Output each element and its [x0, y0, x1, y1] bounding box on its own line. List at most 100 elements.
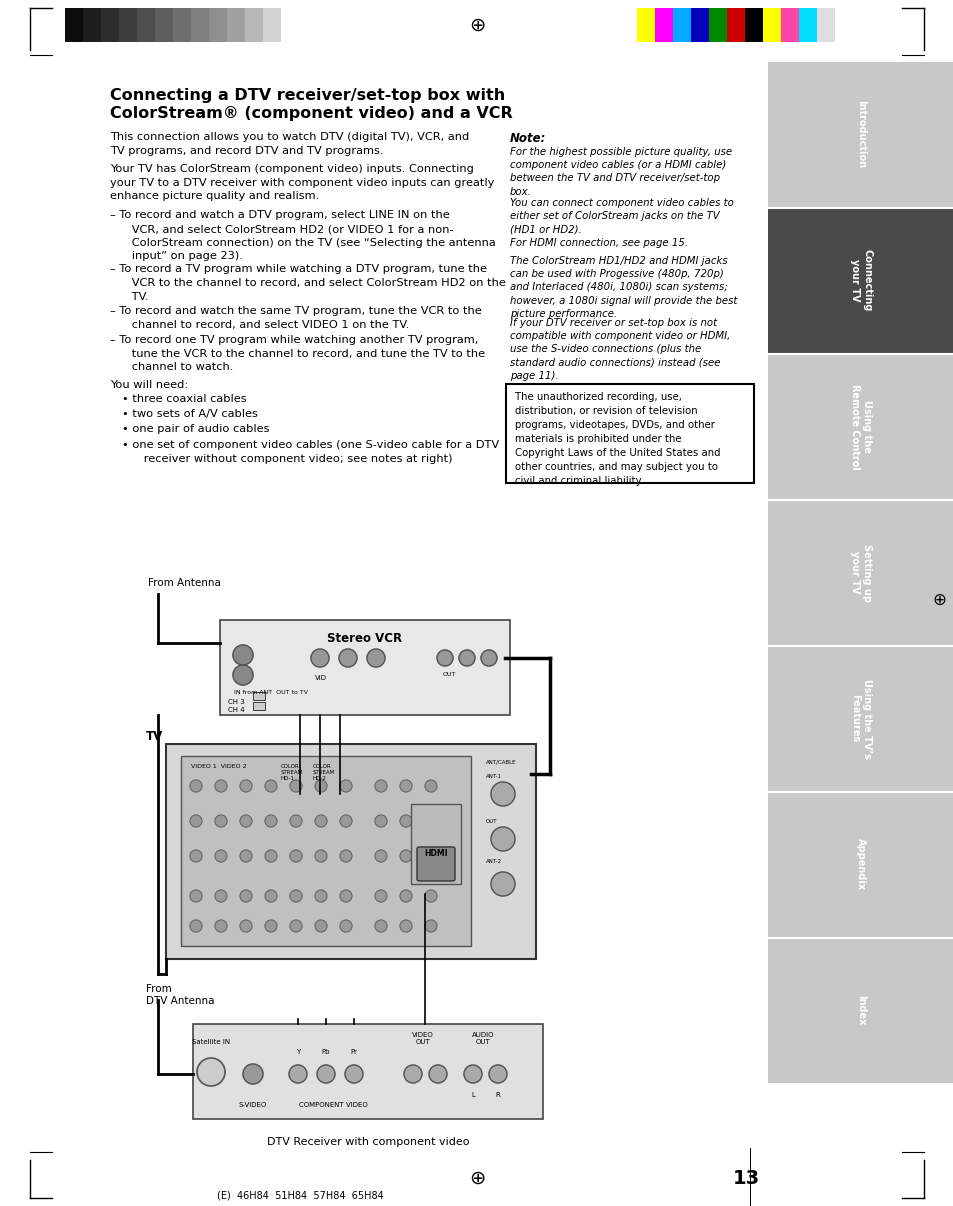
Circle shape: [290, 780, 302, 792]
Circle shape: [314, 850, 327, 862]
Circle shape: [265, 920, 276, 932]
Bar: [411, 804, 460, 884]
Circle shape: [436, 650, 453, 666]
Text: This connection allows you to watch DTV (digital TV), VCR, and
TV programs, and : This connection allows you to watch DTV …: [110, 131, 469, 156]
Circle shape: [265, 850, 276, 862]
Circle shape: [345, 1065, 363, 1083]
Text: Using the TV’s
Features: Using the TV’s Features: [849, 679, 871, 759]
Circle shape: [314, 920, 327, 932]
Circle shape: [338, 649, 356, 667]
Text: Introduction: Introduction: [855, 100, 865, 169]
Circle shape: [424, 850, 436, 862]
Text: R: R: [496, 1091, 500, 1097]
Text: ANT-2: ANT-2: [485, 859, 501, 863]
Circle shape: [240, 920, 252, 932]
Text: Pr: Pr: [350, 1049, 357, 1055]
Bar: [83, 8, 101, 42]
Text: VIDEO 1  VIDEO 2: VIDEO 1 VIDEO 2: [191, 763, 247, 769]
Circle shape: [367, 649, 385, 667]
Text: Connecting
your TV: Connecting your TV: [849, 250, 871, 311]
Circle shape: [339, 890, 352, 902]
Circle shape: [375, 780, 387, 792]
Bar: [263, 8, 281, 42]
Circle shape: [424, 890, 436, 902]
Circle shape: [424, 780, 436, 792]
Text: – To record a TV program while watching a DTV program, tune the
      VCR to the: – To record a TV program while watching …: [110, 264, 505, 302]
Bar: [505, 384, 753, 482]
Text: ColorStream® (component video) and a VCR: ColorStream® (component video) and a VCR: [110, 106, 512, 121]
Circle shape: [339, 815, 352, 827]
Circle shape: [480, 650, 497, 666]
Text: • two sets of A/V cables: • two sets of A/V cables: [122, 409, 257, 418]
Circle shape: [314, 890, 327, 902]
Text: AUDIO
OUT: AUDIO OUT: [471, 1032, 494, 1046]
Bar: [767, 792, 953, 937]
Circle shape: [314, 780, 327, 792]
Circle shape: [290, 920, 302, 932]
Bar: [767, 62, 953, 207]
Circle shape: [233, 645, 253, 665]
Circle shape: [375, 850, 387, 862]
Circle shape: [190, 850, 202, 862]
Text: • three coaxial cables: • three coaxial cables: [122, 393, 247, 404]
Circle shape: [265, 890, 276, 902]
Text: TV: TV: [146, 730, 163, 743]
Bar: [744, 8, 762, 42]
Circle shape: [214, 850, 227, 862]
Circle shape: [399, 815, 412, 827]
Bar: [191, 8, 209, 42]
Circle shape: [314, 815, 327, 827]
Circle shape: [290, 815, 302, 827]
Bar: [767, 646, 953, 791]
Circle shape: [339, 920, 352, 932]
Text: Index: Index: [855, 995, 865, 1025]
Circle shape: [491, 781, 515, 806]
Text: Note:: Note:: [510, 131, 546, 145]
Text: CH 3: CH 3: [228, 699, 245, 706]
Text: From Antenna: From Antenna: [148, 578, 221, 589]
Circle shape: [399, 780, 412, 792]
Circle shape: [233, 665, 253, 685]
Text: CH 4: CH 4: [228, 707, 244, 713]
Circle shape: [190, 890, 202, 902]
Bar: [655, 8, 672, 42]
Text: You will need:: You will need:: [110, 380, 188, 390]
Text: Setting up
your TV: Setting up your TV: [849, 544, 871, 602]
Bar: [690, 8, 708, 42]
Text: The ColorStream HD1/HD2 and HDMI jacks
can be used with Progessive (480p, 720p)
: The ColorStream HD1/HD2 and HDMI jacks c…: [510, 256, 737, 318]
Circle shape: [265, 815, 276, 827]
Circle shape: [399, 920, 412, 932]
Bar: [767, 207, 953, 353]
Text: ANT-1: ANT-1: [485, 774, 501, 779]
Circle shape: [214, 780, 227, 792]
Circle shape: [190, 920, 202, 932]
Text: • one pair of audio cables: • one pair of audio cables: [122, 425, 269, 434]
Text: – To record and watch the same TV program, tune the VCR to the
      channel to : – To record and watch the same TV progra…: [110, 306, 481, 329]
Bar: [166, 744, 536, 959]
Circle shape: [243, 1064, 263, 1084]
Bar: [672, 8, 690, 42]
Bar: [119, 8, 137, 42]
Circle shape: [339, 780, 352, 792]
Circle shape: [424, 815, 436, 827]
Text: Your TV has ColorStream (component video) inputs. Connecting
your TV to a DTV re: Your TV has ColorStream (component video…: [110, 164, 494, 201]
Bar: [193, 1024, 542, 1119]
Text: From
DTV Antenna: From DTV Antenna: [146, 984, 214, 1006]
Text: You can connect component video cables to
either set of ColorStream jacks on the: You can connect component video cables t…: [510, 198, 733, 234]
Text: Connecting a DTV receiver/set-top box with: Connecting a DTV receiver/set-top box wi…: [110, 88, 505, 103]
Text: – To record one TV program while watching another TV program,
      tune the VCR: – To record one TV program while watchin…: [110, 335, 485, 373]
FancyBboxPatch shape: [416, 847, 455, 882]
Text: Pb: Pb: [321, 1049, 330, 1055]
Text: ⊕: ⊕: [931, 591, 945, 609]
Circle shape: [214, 890, 227, 902]
Text: ⊕: ⊕: [468, 16, 485, 35]
Circle shape: [240, 780, 252, 792]
Text: – To record and watch a DTV program, select LINE IN on the
      VCR, and select: – To record and watch a DTV program, sel…: [110, 211, 496, 262]
Text: COLOR
STREAM
HD-1: COLOR STREAM HD-1: [281, 763, 303, 780]
Circle shape: [375, 815, 387, 827]
Circle shape: [491, 872, 515, 896]
Text: ANT/CABLE: ANT/CABLE: [485, 759, 516, 763]
Text: Appendix: Appendix: [855, 838, 865, 890]
Circle shape: [240, 815, 252, 827]
Circle shape: [375, 890, 387, 902]
